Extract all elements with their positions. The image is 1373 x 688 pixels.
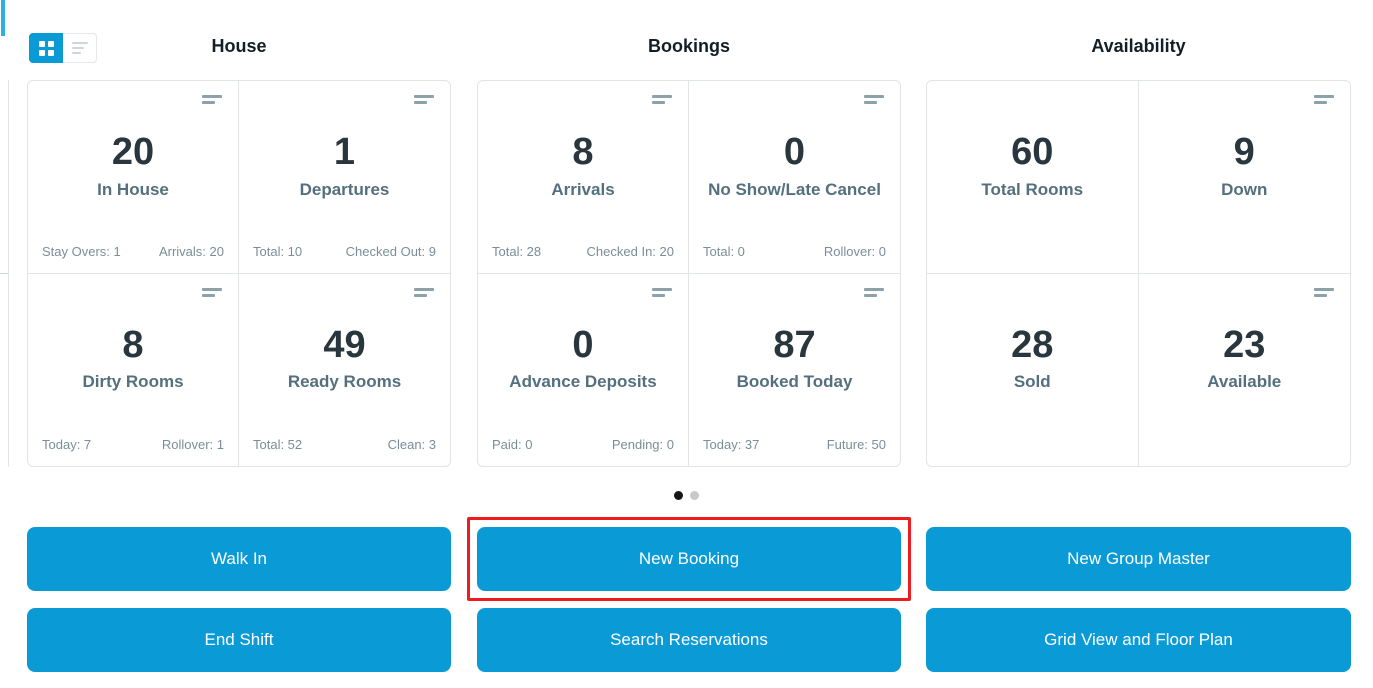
stat-value: 60 — [1011, 131, 1054, 173]
section-title-availability: Availability — [1091, 36, 1186, 56]
stat-label: Down — [1221, 179, 1268, 199]
stat-label: Arrivals — [551, 179, 615, 199]
section-title-house: House — [211, 36, 267, 56]
house-card-grid: 20 In House Stay Overs: 1 Arrivals: 20 1… — [27, 80, 451, 467]
card-dirty-rooms: 8 Dirty Rooms Today: 7 Rollover: 1 — [28, 273, 239, 466]
card-down: 9 Down — [1138, 81, 1350, 274]
new-booking-button[interactable]: New Booking — [477, 527, 901, 591]
view-toggle — [29, 33, 97, 63]
walk-in-button[interactable]: Walk In — [27, 527, 451, 591]
stat-value: 49 — [323, 323, 366, 366]
card-no-show-late-cancel: 0 No Show/Late Cancel Total: 0 Rollover:… — [689, 81, 900, 274]
grid-view-icon — [38, 40, 54, 56]
stat-value: 8 — [572, 131, 594, 173]
stat-value: 9 — [1233, 131, 1255, 173]
card-sold: 28 Sold — [927, 273, 1139, 466]
grid-view-toggle[interactable] — [29, 33, 63, 63]
card-menu-icon[interactable] — [862, 286, 886, 299]
stat-label: Advance Deposits — [509, 372, 657, 392]
card-menu-icon[interactable] — [200, 93, 224, 106]
stat-label: Booked Today — [736, 372, 853, 392]
card-menu-icon[interactable] — [650, 286, 674, 299]
card-advance-deposits: 0 Advance Deposits Paid: 0 Pending: 0 — [478, 273, 689, 466]
grid-view-floor-plan-button[interactable]: Grid View and Floor Plan — [926, 608, 1351, 672]
card-menu-icon[interactable] — [1312, 93, 1336, 106]
stat-label: Departures — [299, 179, 390, 199]
stat-footer-right: Rollover: 0 — [823, 243, 886, 259]
stat-footer-left: Total: 52 — [253, 437, 303, 452]
stat-value: 20 — [111, 131, 155, 173]
section-title-bookings: Bookings — [647, 36, 730, 56]
stat-label: Total Rooms — [981, 179, 1084, 199]
card-menu-icon[interactable] — [200, 286, 224, 299]
stat-value: 23 — [1223, 323, 1266, 366]
card-menu-icon[interactable] — [650, 93, 674, 106]
stat-footer-right: Clean: 3 — [387, 437, 436, 452]
stat-label: No Show/Late Cancel — [708, 179, 881, 199]
card-booked-today: 87 Booked Today Today: 37 Future: 50 — [689, 274, 900, 467]
card-menu-icon[interactable] — [412, 286, 436, 299]
card-total-rooms: 60 Total Rooms — [927, 81, 1139, 274]
stat-footer-left: Today: 37 — [703, 437, 760, 452]
stat-label: In House — [97, 179, 169, 199]
stat-footer-right: Checked In: 20 — [586, 243, 674, 259]
stat-value: 8 — [122, 323, 144, 366]
stat-value: 1 — [333, 131, 356, 173]
new-group-master-button[interactable]: New Group Master — [926, 527, 1351, 591]
carousel-dot-1[interactable] — [674, 491, 683, 500]
stat-footer-right: Arrivals: 20 — [158, 243, 224, 259]
card-available: 23 Available — [1139, 274, 1351, 467]
card-in-house: 20 In House Stay Overs: 1 Arrivals: 20 — [28, 81, 239, 274]
left-accent-bar — [1, 0, 5, 36]
stat-value: 28 — [1011, 323, 1054, 366]
card-ready-rooms: 49 Ready Rooms Total: 52 Clean: 3 — [239, 274, 450, 467]
previous-page-card-edge — [8, 80, 9, 467]
stat-label: Sold — [1013, 372, 1051, 392]
stat-label: Dirty Rooms — [82, 372, 184, 392]
stat-footer-left: Paid: 0 — [492, 437, 533, 452]
stat-footer-right: Pending: 0 — [611, 437, 674, 452]
stat-footer-right: Checked Out: 9 — [345, 243, 436, 259]
availability-card-grid: 60 Total Rooms 9 Down 28 Sold — [926, 80, 1351, 467]
end-shift-button[interactable]: End Shift — [27, 608, 451, 672]
list-view-icon — [71, 42, 88, 54]
stat-value: 0 — [572, 323, 594, 366]
stat-label: Ready Rooms — [287, 372, 402, 392]
stat-footer-right: Future: 50 — [826, 437, 886, 452]
list-view-toggle[interactable] — [63, 33, 97, 63]
bookings-card-grid: 8 Arrivals Total: 28 Checked In: 20 0 No… — [477, 80, 901, 467]
stat-footer-left: Total: 0 — [703, 243, 745, 259]
stat-footer-left: Today: 7 — [42, 437, 92, 452]
stat-value: 0 — [783, 131, 806, 173]
card-departures: 1 Departures Total: 10 Checked Out: 9 — [239, 81, 450, 274]
carousel-pagination — [0, 491, 1373, 500]
previous-page-card-divider — [0, 273, 8, 274]
stat-value: 87 — [773, 323, 816, 366]
card-menu-icon[interactable] — [412, 93, 436, 106]
stat-footer-right: Rollover: 1 — [161, 437, 224, 452]
search-reservations-button[interactable]: Search Reservations — [477, 608, 901, 672]
stat-label: Available — [1207, 372, 1282, 392]
card-arrivals: 8 Arrivals Total: 28 Checked In: 20 — [478, 81, 689, 274]
stat-footer-left: Total: 28 — [492, 243, 542, 259]
stat-footer-left: Stay Overs: 1 — [42, 243, 121, 259]
card-menu-icon[interactable] — [862, 93, 886, 106]
stat-footer-left: Total: 10 — [253, 243, 303, 259]
card-menu-icon[interactable] — [1312, 286, 1336, 299]
carousel-dot-2[interactable] — [690, 491, 699, 500]
